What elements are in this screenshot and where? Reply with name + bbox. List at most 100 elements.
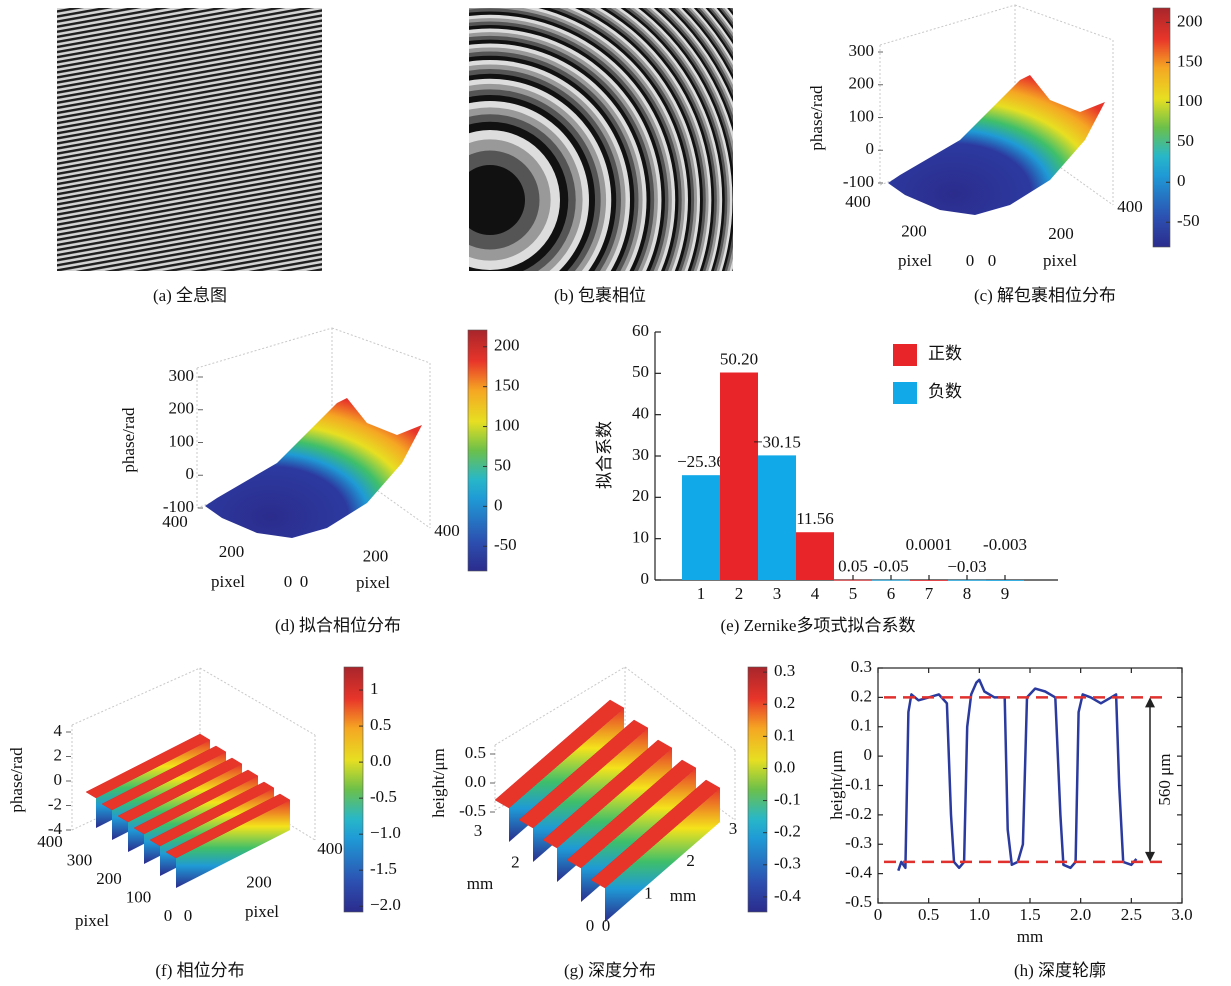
z-tick-label: -2 <box>48 794 62 813</box>
colorbar-tick-label: 50 <box>1177 131 1194 150</box>
value-label: −30.15 <box>753 432 801 451</box>
left-axis-label: pixel <box>211 572 245 591</box>
arrow-head <box>1145 852 1155 862</box>
colorbar <box>1153 8 1170 247</box>
right-axis-label: pixel <box>1043 251 1077 270</box>
wireframe <box>1015 5 1113 40</box>
right-axis-tick-label: 200 <box>246 872 272 891</box>
colorbar-tick-label: -0.1 <box>774 789 801 808</box>
right-axis-tick-label: 1 <box>644 884 653 903</box>
right-axis-tick-label: 200 <box>1048 224 1074 243</box>
left-axis-tick-label: 400 <box>162 512 188 531</box>
z-tick-label: 200 <box>169 399 195 418</box>
colorbar-tick-label: 0.2 <box>774 693 795 712</box>
z-tick-label: -100 <box>843 172 874 191</box>
caption: (d) 拟合相位分布 <box>275 616 401 635</box>
colorbar-tick-label: 0.3 <box>774 661 795 680</box>
colorbar-tick-label: -50 <box>1177 211 1200 230</box>
bar <box>986 580 1024 581</box>
left-axis-tick-label: 100 <box>126 887 152 906</box>
z-tick-label: 300 <box>849 41 875 60</box>
x-tick-label: 7 <box>925 584 934 603</box>
phase-ring <box>455 165 525 235</box>
y-tick-label: 40 <box>632 404 649 423</box>
wireframe <box>332 328 430 363</box>
profile-line <box>898 680 1136 871</box>
value-label: 0.05 <box>838 557 868 576</box>
legend-label: 负数 <box>928 382 962 401</box>
colorbar-tick-label: 200 <box>1177 11 1203 30</box>
annotation: 560 μm <box>1155 754 1174 806</box>
colorbar-tick-label: 150 <box>1177 51 1203 70</box>
left-axis-tick-label: 3 <box>474 821 483 840</box>
surface-patch <box>888 75 1105 215</box>
right-axis-tick-label: 400 <box>434 521 460 540</box>
left-axis-tick-label: 0 <box>966 251 975 270</box>
z-tick-label: 2 <box>54 745 63 764</box>
left-axis-tick-label: 2 <box>511 853 520 872</box>
caption: (g) 深度分布 <box>564 961 656 980</box>
caption: (b) 包裹相位 <box>554 286 646 305</box>
colorbar-tick-label: -0.2 <box>774 822 801 841</box>
z-tick-label: 0.5 <box>465 743 486 762</box>
caption: (h) 深度轮廓 <box>1014 961 1106 980</box>
legend-label: 正数 <box>928 344 962 363</box>
legend-swatch <box>893 344 917 366</box>
z-tick-label: 0.0 <box>465 772 486 791</box>
right-axis-tick-label: 2 <box>686 851 695 870</box>
colorbar-tick-label: -1.5 <box>370 859 397 878</box>
wireframe <box>880 5 1015 45</box>
arrow-head <box>1145 697 1155 707</box>
z-tick-label: -0.5 <box>459 801 486 820</box>
bar <box>720 373 758 580</box>
page: (a) 全息图(b) 包裹相位-100010020030002004000200… <box>0 0 1231 986</box>
x-tick-label: 8 <box>963 584 972 603</box>
bar <box>834 580 872 581</box>
y-tick-label: -0.4 <box>845 863 872 882</box>
y-axis-label: 拟合系数 <box>595 421 614 489</box>
x-axis-label: mm <box>1017 927 1043 946</box>
plot-frame <box>878 668 1182 903</box>
caption: (c) 解包裹相位分布 <box>974 286 1116 305</box>
y-tick-label: -0.3 <box>845 833 872 852</box>
x-tick-label: 2.5 <box>1121 905 1142 924</box>
colorbar-tick-label: -50 <box>494 535 517 554</box>
left-axis-tick-label: 400 <box>37 832 63 851</box>
z-tick-label: 4 <box>54 721 63 740</box>
surface <box>205 398 422 538</box>
colorbar-tick-label: 0.1 <box>774 725 795 744</box>
colorbar-tick-label: 0.0 <box>370 751 391 770</box>
value-label: 0.0001 <box>906 535 953 554</box>
colorbar-tick-label: 0 <box>1177 171 1186 190</box>
z-tick-label: 100 <box>849 106 875 125</box>
surface-patch <box>205 398 422 538</box>
x-tick-label: 5 <box>849 584 858 603</box>
left-axis-tick-label: 300 <box>67 850 93 869</box>
left-axis-tick-label: 0 <box>164 906 173 925</box>
y-tick-label: -0.5 <box>845 892 872 911</box>
z-tick-label: 300 <box>169 366 195 385</box>
bar <box>796 532 834 580</box>
figure: (a) 全息图(b) 包裹相位-100010020030002004000200… <box>0 0 1231 986</box>
x-tick-label: 0 <box>874 905 883 924</box>
colorbar-tick-label: 0.0 <box>774 757 795 776</box>
left-axis-tick-label: 200 <box>219 542 245 561</box>
right-axis-tick-label: 0 <box>184 906 193 925</box>
left-axis-tick-label: 200 <box>901 221 927 240</box>
colorbar-tick-label: 200 <box>494 336 520 355</box>
colorbar <box>344 667 363 912</box>
y-tick-label: 10 <box>632 528 649 547</box>
wireframe <box>197 328 332 368</box>
bar <box>758 455 796 580</box>
colorbar-tick-label: 100 <box>494 415 520 434</box>
y-tick-label: 0.1 <box>851 716 872 735</box>
right-axis-tick-label: 0 <box>602 916 611 935</box>
right-axis-tick-label: 0 <box>300 572 309 591</box>
value-label: −25.36 <box>677 452 725 471</box>
bar <box>948 580 986 581</box>
colorbar-tick-label: 0.5 <box>370 715 391 734</box>
y-tick-label: 20 <box>632 486 649 505</box>
bar <box>910 580 948 581</box>
colorbar <box>468 330 487 571</box>
surface <box>888 75 1105 215</box>
